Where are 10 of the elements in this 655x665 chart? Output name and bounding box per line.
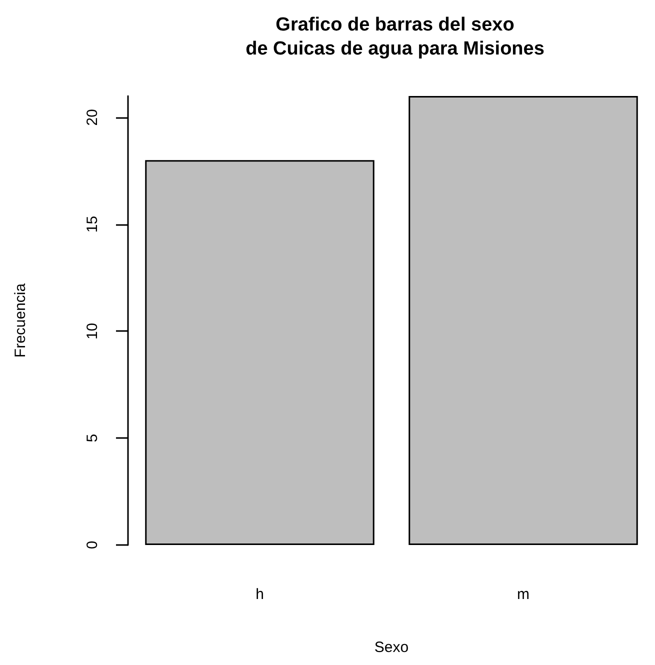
- y-tick-label: 0: [84, 540, 101, 550]
- y-tick-label: 10: [84, 322, 101, 340]
- y-tick-label: 5: [84, 434, 101, 442]
- y-axis-title: Frecuencia: [12, 282, 29, 358]
- x-tick-label: m: [517, 586, 530, 603]
- x-tick-label: h: [256, 586, 264, 603]
- chart-title: Grafico de barras del sexo de Cuicas de agua para Misiones: [246, 14, 544, 60]
- x-axis-title: Sexo: [374, 639, 409, 656]
- y-tick-label: 20: [84, 109, 101, 126]
- y-tick-label: 15: [84, 216, 101, 233]
